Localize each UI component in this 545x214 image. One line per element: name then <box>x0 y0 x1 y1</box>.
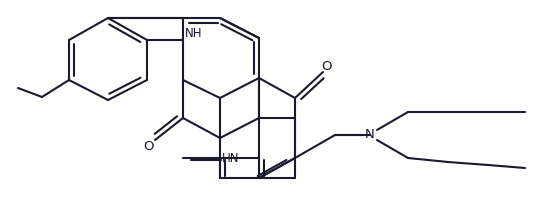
Text: O: O <box>143 141 153 153</box>
Text: NH: NH <box>185 27 203 40</box>
Text: O: O <box>322 59 332 73</box>
Text: N: N <box>365 128 375 141</box>
Text: HN: HN <box>221 152 239 165</box>
